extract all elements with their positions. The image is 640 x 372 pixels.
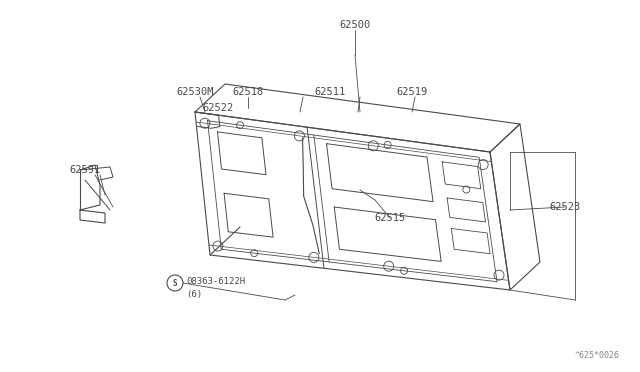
Text: 62530M: 62530M: [176, 87, 214, 97]
Text: 62515: 62515: [374, 213, 406, 223]
Text: 62522: 62522: [202, 103, 234, 113]
Text: 62591: 62591: [69, 165, 100, 175]
Text: S: S: [173, 279, 177, 288]
Text: (6): (6): [186, 289, 202, 298]
Text: 62500: 62500: [339, 20, 371, 30]
Text: ^625*0026: ^625*0026: [575, 351, 620, 360]
Text: 62518: 62518: [232, 87, 264, 97]
Text: 62523: 62523: [549, 202, 580, 212]
Text: 62511: 62511: [314, 87, 346, 97]
Text: 62519: 62519: [396, 87, 428, 97]
Text: 08363-6122H: 08363-6122H: [186, 278, 245, 286]
